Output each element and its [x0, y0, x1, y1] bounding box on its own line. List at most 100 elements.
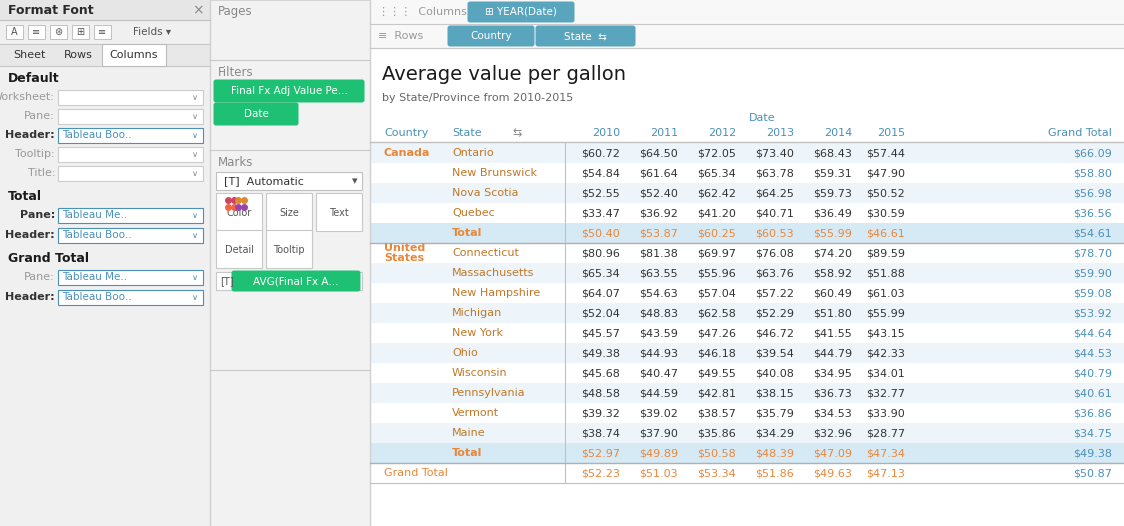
Text: Pennsylvania: Pennsylvania	[452, 388, 526, 398]
Text: Header:: Header:	[6, 230, 55, 240]
Bar	[266, 230, 312, 268]
Text: $53.34: $53.34	[697, 468, 736, 478]
Text: by State/Province from 2010-2015: by State/Province from 2010-2015	[382, 93, 573, 103]
Text: $76.08: $76.08	[755, 248, 794, 258]
Text: Vermont: Vermont	[452, 408, 499, 418]
Bar	[0, 44, 210, 66]
Bar	[370, 263, 1124, 283]
Text: $49.38: $49.38	[1073, 448, 1112, 458]
Text: $45.68: $45.68	[581, 368, 620, 378]
Text: $80.96: $80.96	[581, 248, 620, 258]
Text: ⊞: ⊞	[76, 27, 84, 37]
Text: ×: ×	[192, 3, 203, 17]
Text: Canada: Canada	[384, 148, 430, 158]
Bar	[216, 193, 262, 231]
Bar	[370, 403, 1124, 423]
Text: Grand Total: Grand Total	[384, 468, 447, 478]
Text: Size: Size	[279, 208, 299, 218]
Text: $44.64: $44.64	[1073, 328, 1112, 338]
Text: $43.59: $43.59	[640, 328, 678, 338]
Text: $63.76: $63.76	[755, 268, 794, 278]
Text: $54.84: $54.84	[581, 168, 620, 178]
Text: $59.73: $59.73	[813, 188, 852, 198]
Text: $40.47: $40.47	[640, 368, 678, 378]
Text: $46.61: $46.61	[867, 228, 905, 238]
Text: $46.18: $46.18	[697, 348, 736, 358]
Text: Tableau Boo..: Tableau Boo..	[62, 130, 132, 140]
Text: $34.95: $34.95	[813, 368, 852, 378]
Text: Default: Default	[8, 72, 60, 85]
Text: Detail: Detail	[225, 245, 254, 255]
FancyBboxPatch shape	[447, 25, 535, 46]
Text: Tableau Boo..: Tableau Boo..	[62, 230, 132, 240]
Bar	[370, 143, 1124, 163]
Text: $64.50: $64.50	[640, 148, 678, 158]
Text: $55.99: $55.99	[867, 308, 905, 318]
Text: $44.53: $44.53	[1073, 348, 1112, 358]
Text: $50.40: $50.40	[581, 228, 620, 238]
Text: $60.53: $60.53	[755, 228, 794, 238]
Text: Marks: Marks	[218, 156, 253, 168]
Text: Tableau Boo..: Tableau Boo..	[62, 292, 132, 302]
Bar	[58, 228, 203, 243]
Text: Title:: Title:	[27, 168, 55, 178]
Text: $42.81: $42.81	[697, 388, 736, 398]
Bar	[216, 272, 362, 290]
Text: $55.96: $55.96	[697, 268, 736, 278]
FancyBboxPatch shape	[214, 79, 364, 103]
Bar	[370, 163, 1124, 183]
Text: Massachusetts: Massachusetts	[452, 268, 534, 278]
Text: Text: Text	[329, 208, 348, 218]
Text: $57.44: $57.44	[865, 148, 905, 158]
Text: $52.97: $52.97	[581, 448, 620, 458]
Text: $40.79: $40.79	[1073, 368, 1112, 378]
Text: Ohio: Ohio	[452, 348, 478, 358]
Text: New Hampshire: New Hampshire	[452, 288, 541, 298]
Text: $72.05: $72.05	[697, 148, 736, 158]
Text: $40.61: $40.61	[1073, 388, 1112, 398]
Text: $66.09: $66.09	[1073, 148, 1112, 158]
FancyBboxPatch shape	[232, 270, 361, 291]
Text: $46.72: $46.72	[755, 328, 794, 338]
Bar	[102, 44, 166, 66]
Bar	[49, 25, 67, 39]
Text: $68.43: $68.43	[813, 148, 852, 158]
Text: $51.88: $51.88	[867, 268, 905, 278]
Text: $60.72: $60.72	[581, 148, 620, 158]
Text: Nova Scotia: Nova Scotia	[452, 188, 518, 198]
Text: $89.59: $89.59	[865, 248, 905, 258]
Text: ⊞ YEAR(Date): ⊞ YEAR(Date)	[486, 7, 556, 17]
Text: $54.63: $54.63	[640, 288, 678, 298]
Text: New York: New York	[452, 328, 504, 338]
Text: $58.92: $58.92	[813, 268, 852, 278]
Text: Total: Total	[452, 448, 482, 458]
Text: Connecticut: Connecticut	[452, 248, 519, 258]
Text: Pages: Pages	[218, 5, 253, 18]
Text: [T]  Automatic: [T] Automatic	[224, 176, 303, 186]
Text: $36.73: $36.73	[814, 388, 852, 398]
Bar	[370, 383, 1124, 403]
Text: Tableau Me..: Tableau Me..	[62, 272, 127, 282]
Text: ≡  Rows: ≡ Rows	[378, 31, 424, 41]
Bar	[210, 150, 370, 370]
Bar	[370, 183, 1124, 203]
Text: ⋮⋮⋮  Columns: ⋮⋮⋮ Columns	[378, 7, 466, 17]
Text: ∨: ∨	[192, 112, 198, 121]
Bar	[370, 24, 1124, 48]
Bar	[370, 223, 1124, 243]
Text: $36.86: $36.86	[1073, 408, 1112, 418]
Text: $43.15: $43.15	[867, 328, 905, 338]
Bar	[370, 463, 1124, 483]
Text: Ontario: Ontario	[452, 148, 493, 158]
Text: $52.23: $52.23	[581, 468, 620, 478]
Text: ≡: ≡	[33, 27, 40, 37]
Text: $57.22: $57.22	[755, 288, 794, 298]
Bar	[370, 48, 1124, 526]
Text: $65.34: $65.34	[697, 168, 736, 178]
Text: $47.09: $47.09	[813, 448, 852, 458]
Bar	[370, 363, 1124, 383]
Text: Sheet: Sheet	[12, 50, 45, 60]
Bar	[58, 109, 203, 124]
Text: $36.92: $36.92	[640, 208, 678, 218]
Text: 2013: 2013	[765, 128, 794, 138]
